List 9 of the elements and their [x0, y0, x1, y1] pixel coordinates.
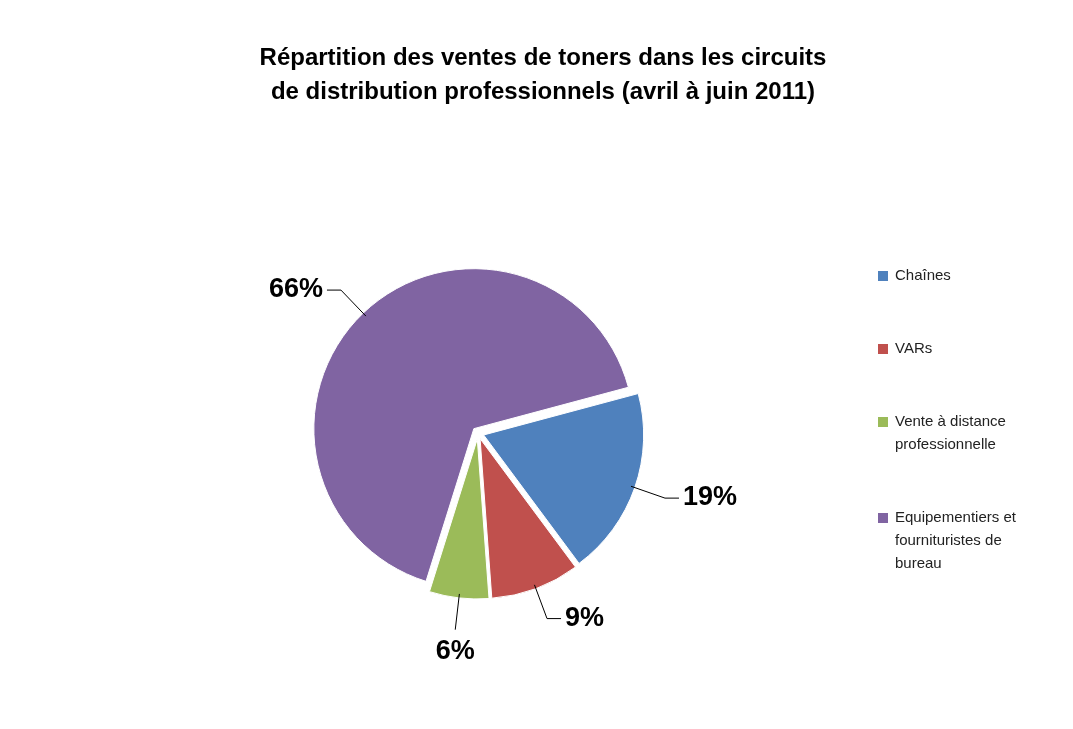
data-label: 19%: [682, 481, 738, 512]
legend-label: Vente à distance professionnelle: [895, 411, 1006, 452]
chart-title: Répartition des ventes de toners dans les circuits de distribution professionnels (avril à juin 2011): [259, 43, 827, 104]
legend-label: Chaînes: [895, 265, 951, 283]
data-label: 9%: [565, 601, 605, 632]
data-label: 66%: [268, 273, 323, 304]
legend-label: Equipementiers et fournituristes de bureau: [895, 507, 1017, 571]
legend-label: VARs: [895, 338, 933, 356]
data-label: 6%: [435, 634, 475, 665]
